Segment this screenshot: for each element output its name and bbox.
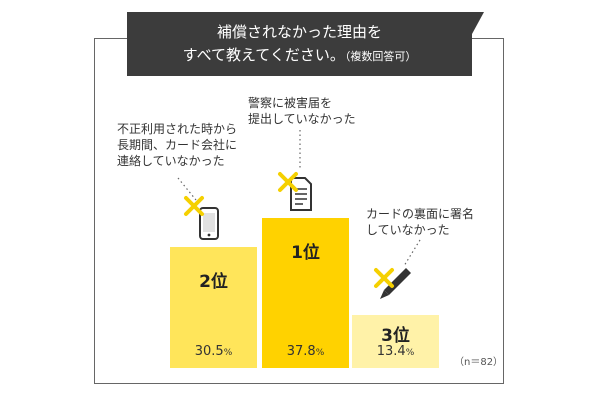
value-number: 13.4 bbox=[376, 343, 406, 359]
callout-reason-3: カードの裏面に署名 していなかった bbox=[366, 206, 474, 238]
callout-2-line-2: 提出していなかった bbox=[248, 112, 356, 126]
rank-label: 1位 bbox=[291, 243, 320, 263]
sample-size-note: （n＝82） bbox=[454, 357, 504, 368]
callout-3-line-2: していなかった bbox=[366, 223, 450, 237]
cross-mark-1 bbox=[184, 196, 204, 216]
value-label: 30.5% bbox=[170, 344, 257, 359]
title-line-1: 補償されなかった理由を bbox=[216, 23, 382, 41]
value-unit: % bbox=[405, 347, 415, 358]
value-label: 13.4% bbox=[352, 344, 439, 359]
value-number: 30.5 bbox=[194, 343, 224, 359]
document-icon bbox=[290, 177, 312, 211]
callout-reason-2: 警察に被害届を 提出していなかった bbox=[248, 95, 356, 127]
bar-rank-1: 1位 37.8% bbox=[262, 218, 349, 368]
value-unit: % bbox=[223, 347, 233, 358]
bar-rank-2: 2位 30.5% bbox=[170, 246, 257, 368]
bar-rank-3: 3位 13.4% bbox=[352, 314, 439, 368]
question-title-box: 補償されなかった理由を すべて教えてください。（複数回答可） bbox=[127, 12, 472, 76]
rank-label: 2位 bbox=[199, 271, 228, 292]
pen-icon bbox=[380, 268, 411, 299]
leader-line-1 bbox=[177, 177, 197, 201]
callout-1-line-2: 長期間、カード会社に bbox=[117, 138, 238, 152]
callout-3-line-1: カードの裏面に署名 bbox=[366, 207, 475, 221]
leader-line-3 bbox=[403, 239, 421, 267]
rank-label: 3位 bbox=[381, 325, 410, 346]
value-number: 37.8 bbox=[286, 344, 316, 359]
title-line-2-text: すべて教えてください。 bbox=[182, 46, 345, 64]
value-label: 37.8% bbox=[262, 344, 349, 359]
value-unit: % bbox=[315, 348, 325, 358]
title-box-corner bbox=[472, 12, 484, 34]
cross-mark-2 bbox=[278, 172, 298, 192]
smartphone-icon bbox=[199, 207, 219, 240]
callout-reason-1: 不正利用された時から 長期間、カード会社に 連絡していなかった bbox=[117, 121, 237, 169]
callout-1-line-1: 不正利用された時から bbox=[117, 122, 238, 136]
cross-mark-3 bbox=[374, 268, 394, 288]
callout-1-line-3: 連絡していなかった bbox=[117, 154, 225, 168]
title-line-2: すべて教えてください。（複数回答可） bbox=[127, 46, 472, 66]
callout-2-line-1: 警察に被害届を bbox=[248, 96, 333, 110]
multiple-answer-note: （複数回答可） bbox=[344, 50, 417, 63]
